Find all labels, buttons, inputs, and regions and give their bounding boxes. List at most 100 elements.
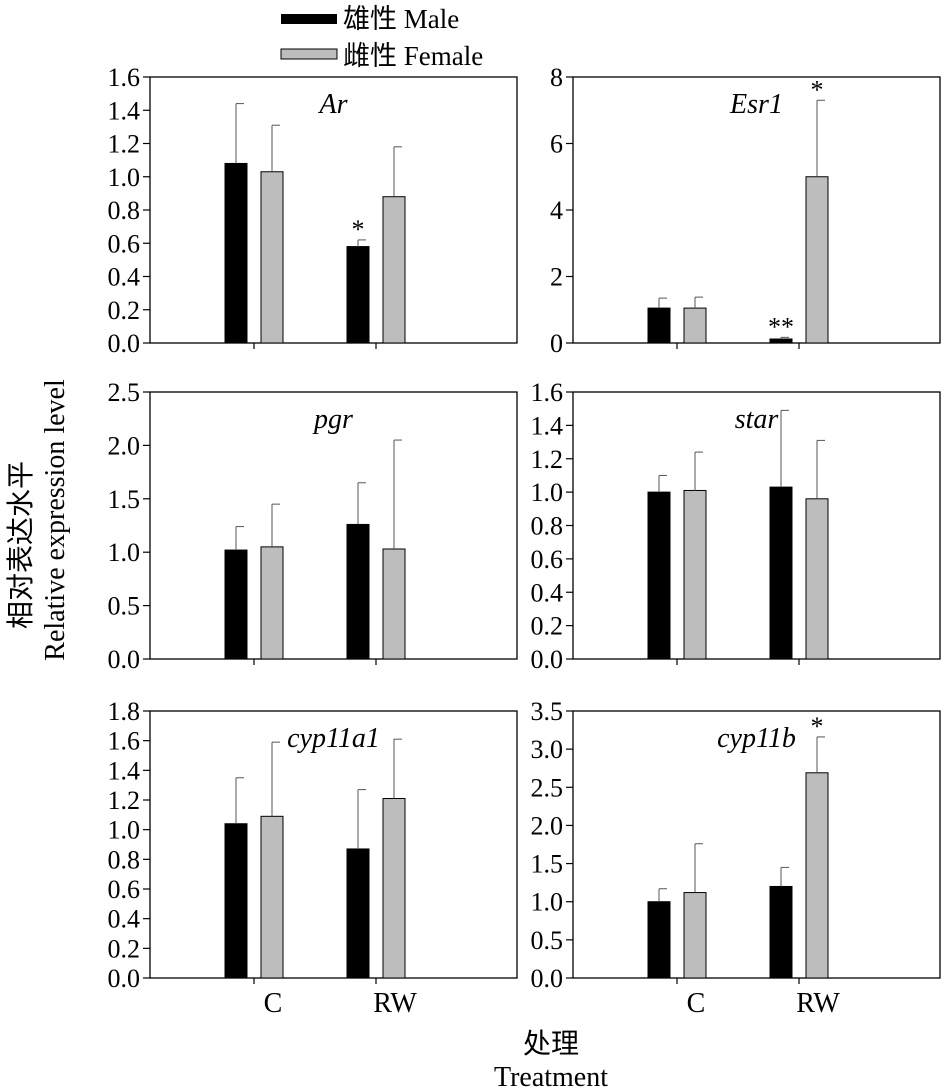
cyp11b-plot-frame — [572, 710, 941, 979]
pgr-bar-female-rw — [382, 548, 406, 660]
star-y-tick-label: 0.6 — [531, 545, 564, 574]
cyp11a1-y-tick-label: 1.0 — [108, 816, 141, 845]
pgr-y-tick-label: 1.5 — [108, 485, 141, 514]
panel-cyp11a1: 0.00.20.40.60.81.01.21.41.61.8 cyp11a1 — [108, 697, 518, 993]
star-y-tick-label: 0.8 — [531, 512, 564, 541]
ar-bar-female-c — [260, 171, 284, 344]
cyp11b-panel-title: cyp11b — [717, 723, 796, 754]
cyp11a1-y-tick-label: 0.6 — [108, 875, 141, 904]
cyp11b-y-tick-label: 1.0 — [531, 888, 564, 917]
panel-ar: 0.0 0.2 0.4 0.6 0.8 1.0 1.2 1.4 1.6 * Ar — [108, 63, 518, 358]
x-axis-label-en: Treatment — [494, 1062, 608, 1092]
cyp11b-bar-female-c — [683, 892, 707, 979]
legend-label-female: 雌性 Female — [343, 41, 483, 71]
star-y-tick-label: 1.4 — [531, 411, 564, 440]
cyp11a1-bar-male-rw — [346, 848, 370, 979]
esr1-bar-male-c — [647, 307, 671, 344]
cyp11a1-y-tick-label: 0.2 — [108, 934, 141, 963]
star-y-tick-label: 0.0 — [531, 645, 564, 674]
legend: 雄性 Male 雌性 Female — [280, 4, 483, 71]
pgr-bar-male-c — [224, 549, 248, 660]
pgr-y-tick-label: 0.5 — [108, 592, 141, 621]
pgr-y-tick-label: 0.0 — [108, 645, 141, 674]
cyp11b-y-tick-label: 3.5 — [531, 697, 564, 726]
cyp11b-y-tick-label: 1.5 — [531, 850, 564, 879]
esr1-significance-mark: ** — [768, 312, 794, 341]
esr1-bar-female-rw — [805, 176, 829, 344]
cyp11a1-y-tick-label: 0.4 — [108, 905, 141, 934]
cyp11a1-bar-female-rw — [382, 798, 406, 979]
ar-y-tick-label: 0.2 — [108, 296, 141, 325]
star-panel-title: star — [735, 404, 779, 435]
ar-y-tick-label: 0.6 — [108, 229, 141, 258]
cyp11a1-y-tick-label: 0.8 — [108, 845, 141, 874]
cyp11b-significance-mark: * — [811, 712, 824, 741]
cyp11b-y-tick-label: 2.5 — [531, 773, 564, 802]
cyp11a1-bar-female-c — [260, 815, 284, 979]
y-axis-label-en: Relative expression level — [40, 379, 71, 661]
cyp11b-y-tick-label: 3.0 — [531, 735, 564, 764]
x-tick-label-left-rw: RW — [373, 988, 417, 1019]
ar-panel-title: Ar — [318, 89, 348, 120]
esr1-y-tick-label: 4 — [550, 196, 563, 225]
panel-star: 0.0 0.2 0.4 0.6 0.8 1.0 1.2 1.4 1.6 star — [531, 378, 941, 674]
cyp11a1-y-tick-label: 1.6 — [108, 727, 141, 756]
star-y-tick-label: 0.2 — [531, 612, 564, 641]
esr1-bar-female-c — [683, 307, 707, 344]
ar-y-tick-label: 1.2 — [108, 130, 141, 159]
legend-label-male: 雄性 Male — [343, 4, 459, 34]
panel-pgr: 0.0 0.5 1.0 1.5 2.0 2.5 pgr — [108, 378, 518, 674]
star-bar-female-rw — [805, 498, 829, 660]
y-axis-label-cn: 相对表达水平 — [5, 461, 37, 629]
cyp11a1-y-tick-label: 1.4 — [108, 756, 141, 785]
pgr-plot-frame — [149, 391, 518, 660]
cyp11a1-plot-frame — [149, 710, 518, 979]
ar-y-tick-label: 1.4 — [108, 96, 141, 125]
ar-y-tick-label: 0.0 — [108, 329, 141, 358]
cyp11b-y-tick-label: 0.0 — [531, 964, 564, 993]
x-tick-label-right-c: C — [687, 988, 706, 1019]
esr1-y-tick-label: 6 — [550, 130, 563, 159]
pgr-bar-female-c — [260, 546, 284, 660]
cyp11a1-bar-male-c — [224, 823, 248, 979]
ar-y-tick-label: 0.8 — [108, 196, 141, 225]
cyp11b-y-tick-label: 0.5 — [531, 926, 564, 955]
ar-significance-mark: * — [352, 215, 365, 244]
esr1-y-tick-label: 8 — [550, 63, 563, 92]
esr1-y-tick-label: 0 — [550, 329, 563, 358]
cyp11b-y-tick-label: 2.0 — [531, 811, 564, 840]
pgr-panel-title: pgr — [312, 404, 353, 435]
star-bar-male-rw — [769, 486, 793, 660]
pgr-bar-male-rw — [346, 523, 370, 660]
ar-y-tick-label: 1.0 — [108, 163, 141, 192]
ar-y-tick-label: 0.4 — [108, 263, 141, 292]
cyp11a1-y-tick-label: 0.0 — [108, 964, 141, 993]
cyp11b-bar-male-rw — [769, 885, 793, 979]
esr1-significance-mark: * — [811, 75, 824, 104]
cyp11b-bar-male-c — [647, 901, 671, 979]
star-y-tick-label: 0.4 — [531, 578, 564, 607]
esr1-panel-title: Esr1 — [729, 89, 783, 120]
x-axis-label-cn: 处理 — [523, 1028, 579, 1060]
star-y-tick-label: 1.2 — [531, 445, 564, 474]
pgr-y-tick-label: 2.5 — [108, 378, 141, 407]
ar-bar-male-c — [224, 162, 248, 344]
star-bar-male-c — [647, 491, 671, 660]
cyp11a1-panel-title: cyp11a1 — [287, 723, 380, 754]
cyp11a1-y-tick-label: 1.8 — [108, 697, 141, 726]
cyp11b-bar-female-rw — [805, 772, 829, 979]
x-tick-label-left-c: C — [264, 988, 283, 1019]
ar-bar-male-rw — [346, 246, 370, 344]
legend-swatch-male — [281, 14, 337, 24]
ar-bar-female-rw — [382, 196, 406, 344]
pgr-y-tick-label: 1.0 — [108, 538, 141, 567]
cyp11a1-y-tick-label: 1.2 — [108, 786, 141, 815]
star-y-tick-label: 1.0 — [531, 478, 564, 507]
esr1-y-tick-label: 2 — [550, 263, 563, 292]
panel-cyp11b: 0.0 0.5 1.0 1.5 2.0 2.5 3.0 3.5 * cyp11b — [531, 697, 941, 993]
ar-y-tick-label: 1.6 — [108, 63, 141, 92]
pgr-y-tick-label: 2.0 — [108, 431, 141, 460]
star-bar-female-c — [683, 489, 707, 660]
